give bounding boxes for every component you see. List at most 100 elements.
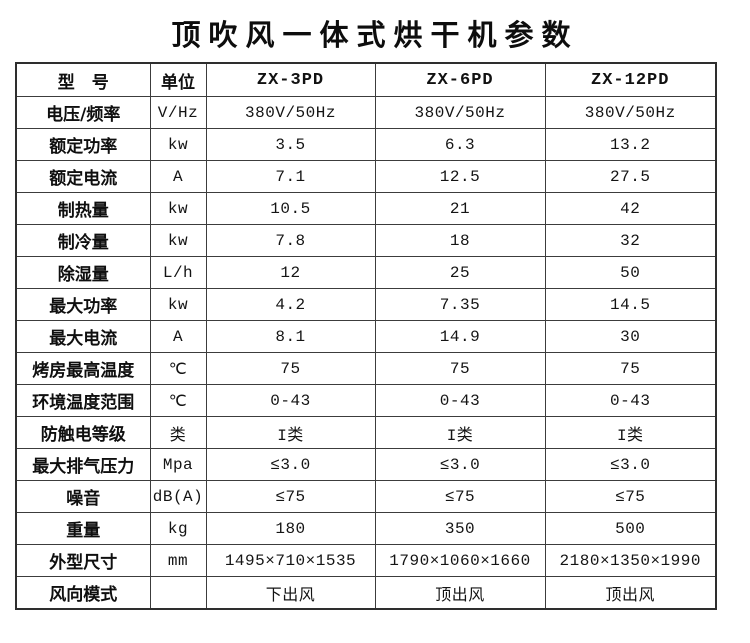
- param-label: 烤房最高温度: [15, 352, 151, 385]
- unit-label: kw: [149, 128, 207, 161]
- value-cell-zx-12pd: 42: [544, 192, 717, 225]
- value-cell-zx-3pd: 下出风: [205, 576, 376, 610]
- value-cell-zx-3pd: 8.1: [205, 320, 376, 353]
- unit-label: kw: [149, 192, 207, 225]
- unit-label: mm: [149, 544, 207, 577]
- value-cell-zx-6pd: 1790×1060×1660: [374, 544, 546, 577]
- param-label: 电压/频率: [15, 96, 151, 129]
- param-label: 重量: [15, 512, 151, 545]
- param-label: 外型尺寸: [15, 544, 151, 577]
- value-cell-zx-6pd: 18: [374, 224, 546, 257]
- value-cell-zx-6pd: 21: [374, 192, 546, 225]
- table-row: 除湿量 L/h 12 25 50: [15, 256, 717, 289]
- table-row: 风向模式 下出风 顶出风 顶出风: [15, 576, 717, 610]
- value-cell-zx-6pd: 0-43: [374, 384, 546, 417]
- value-cell-zx-12pd: 0-43: [544, 384, 717, 417]
- table-row: 额定功率 kw 3.5 6.3 13.2: [15, 128, 717, 161]
- param-label: 除湿量: [15, 256, 151, 289]
- table-row: 防触电等级类 I类 I类 I类: [15, 416, 717, 449]
- value-cell-zx-6pd: 350: [374, 512, 546, 545]
- value-cell-zx-3pd: ≤75: [205, 480, 376, 513]
- param-label: 噪音: [15, 480, 151, 513]
- param-label: 最大功率: [15, 288, 151, 321]
- value-cell-zx-6pd: 75: [374, 352, 546, 385]
- value-cell-zx-3pd: 7.8: [205, 224, 376, 257]
- unit-label: ℃: [149, 352, 207, 385]
- value-cell-zx-12pd: ≤3.0: [544, 448, 717, 481]
- value-cell-zx-6pd: ≤75: [374, 480, 546, 513]
- param-label: 防触电等级: [15, 416, 151, 449]
- value-cell-zx-3pd: 12: [205, 256, 376, 289]
- param-label: 制冷量: [15, 224, 151, 257]
- param-label: 额定电流: [15, 160, 151, 193]
- value-cell-zx-12pd: 30: [544, 320, 717, 353]
- unit-label: A: [149, 320, 207, 353]
- unit-label: Mpa: [149, 448, 207, 481]
- value-cell-zx-12pd: 50: [544, 256, 717, 289]
- unit-label: [149, 576, 207, 610]
- unit-label: ℃: [149, 384, 207, 417]
- value-cell-zx-12pd: 380V/50Hz: [544, 96, 717, 129]
- header-model-zx-6pd: ZX-6PD: [374, 62, 546, 97]
- table-row: 最大功率 kw 4.2 7.35 14.5: [15, 288, 717, 321]
- value-cell-zx-3pd: 0-43: [205, 384, 376, 417]
- value-cell-zx-6pd: I类: [374, 416, 546, 449]
- value-cell-zx-12pd: 27.5: [544, 160, 717, 193]
- table-row: 最大排气压力 Mpa ≤3.0 ≤3.0 ≤3.0: [15, 448, 717, 481]
- value-cell-zx-6pd: 7.35: [374, 288, 546, 321]
- value-cell-zx-6pd: ≤3.0: [374, 448, 546, 481]
- table-row: 重量 kg 180 350 500: [15, 512, 717, 545]
- param-label: 最大排气压力: [15, 448, 151, 481]
- value-cell-zx-12pd: 14.5: [544, 288, 717, 321]
- header-unit-label: 单位: [149, 62, 207, 97]
- table-row: 烤房最高温度 ℃ 75 75 75: [15, 352, 717, 385]
- unit-label: V/Hz: [149, 96, 207, 129]
- value-cell-zx-12pd: 2180×1350×1990: [544, 544, 717, 577]
- table-row: 最大电流 A 8.1 14.9 30: [15, 320, 717, 353]
- param-label: 最大电流: [15, 320, 151, 353]
- table-row: 制热量 kw 10.5 21 42: [15, 192, 717, 225]
- value-cell-zx-3pd: 380V/50Hz: [205, 96, 376, 129]
- value-cell-zx-6pd: 14.9: [374, 320, 546, 353]
- value-cell-zx-6pd: 6.3: [374, 128, 546, 161]
- value-cell-zx-3pd: 7.1: [205, 160, 376, 193]
- header-model-zx-12pd: ZX-12PD: [544, 62, 717, 97]
- page-title: 顶吹风一体式烘干机参数: [171, 18, 579, 52]
- unit-label: A: [149, 160, 207, 193]
- unit-label: kw: [149, 288, 207, 321]
- header-param-label: 型 号: [15, 62, 151, 97]
- value-cell-zx-3pd: 10.5: [205, 192, 376, 225]
- value-cell-zx-6pd: 12.5: [374, 160, 546, 193]
- value-cell-zx-12pd: 32: [544, 224, 717, 257]
- value-cell-zx-3pd: 3.5: [205, 128, 376, 161]
- value-cell-zx-3pd: 4.2: [205, 288, 376, 321]
- table-row: 噪音 dB(A) ≤75 ≤75 ≤75: [15, 480, 717, 513]
- value-cell-zx-6pd: 25: [374, 256, 546, 289]
- param-label: 环境温度范围: [15, 384, 151, 417]
- value-cell-zx-6pd: 380V/50Hz: [374, 96, 546, 129]
- param-label: 风向模式: [15, 576, 151, 610]
- table-row: 环境温度范围 ℃ 0-43 0-43 0-43: [15, 384, 717, 417]
- value-cell-zx-12pd: 13.2: [544, 128, 717, 161]
- value-cell-zx-12pd: 75: [544, 352, 717, 385]
- table-row: 额定电流 A 7.1 12.5 27.5: [15, 160, 717, 193]
- param-label: 额定功率: [15, 128, 151, 161]
- table-row: 电压/频率 V/Hz 380V/50Hz 380V/50Hz 380V/50Hz: [15, 96, 717, 129]
- unit-label: L/h: [149, 256, 207, 289]
- value-cell-zx-6pd: 顶出风: [374, 576, 546, 610]
- value-cell-zx-3pd: 75: [205, 352, 376, 385]
- spec-table: 型 号 单位 ZX-3PD ZX-6PD ZX-12PD 电压/频率 V/Hz 38…: [15, 62, 717, 610]
- unit-label: kg: [149, 512, 207, 545]
- unit-label: dB(A): [149, 480, 207, 513]
- table-row: 外型尺寸 mm 1495×710×1535 1790×1060×1660 2180×13…: [15, 544, 717, 577]
- value-cell-zx-12pd: ≤75: [544, 480, 717, 513]
- value-cell-zx-12pd: 500: [544, 512, 717, 545]
- unit-label: kw: [149, 224, 207, 257]
- value-cell-zx-3pd: ≤3.0: [205, 448, 376, 481]
- param-label: 制热量: [15, 192, 151, 225]
- value-cell-zx-12pd: I类: [544, 416, 717, 449]
- header-row: 型 号 单位 ZX-3PD ZX-6PD ZX-12PD: [15, 62, 717, 97]
- value-cell-zx-3pd: I类: [205, 416, 376, 449]
- unit-label: 类: [149, 416, 207, 449]
